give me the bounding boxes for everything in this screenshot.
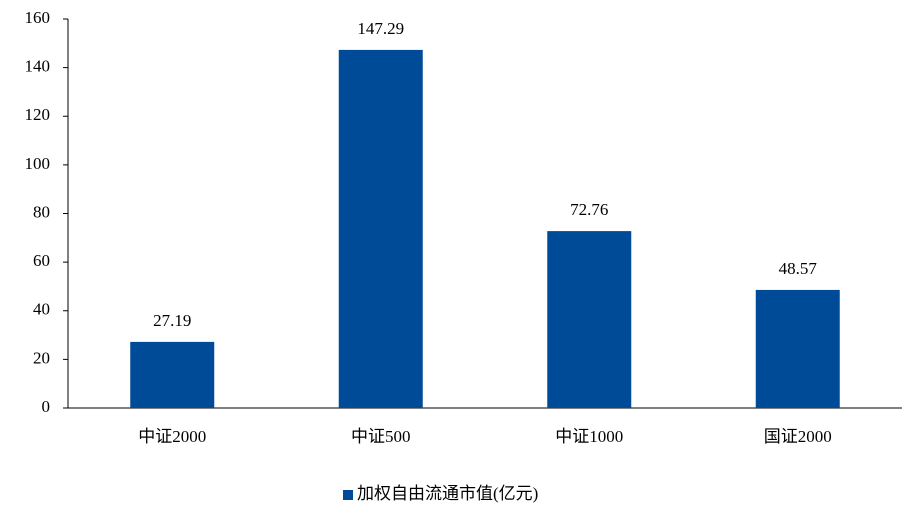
y-tick-label: 60 [33,251,50,270]
y-tick-label: 80 [33,202,50,221]
data-label: 147.29 [357,19,404,38]
y-tick-label: 0 [42,397,51,416]
y-tick-label: 100 [25,154,51,173]
y-tick-label: 40 [33,300,50,319]
legend-swatch [343,490,353,500]
y-tick-label: 20 [33,348,50,367]
bar [130,341,215,408]
bar [547,231,632,408]
bar [338,49,423,409]
x-tick-label: 中证500 [351,427,411,446]
y-tick-label: 120 [25,105,51,124]
x-tick-label: 中证1000 [555,427,623,446]
y-tick-label: 160 [25,8,51,27]
bar [755,289,840,408]
data-label: 72.76 [570,200,608,219]
x-tick-label: 中证2000 [138,427,206,446]
legend-label: 加权自由流通市值(亿元) [357,484,538,503]
y-tick-label: 140 [25,57,51,76]
data-label: 48.57 [779,259,818,278]
x-tick-label: 国证2000 [764,427,832,446]
data-label: 27.19 [153,311,191,330]
